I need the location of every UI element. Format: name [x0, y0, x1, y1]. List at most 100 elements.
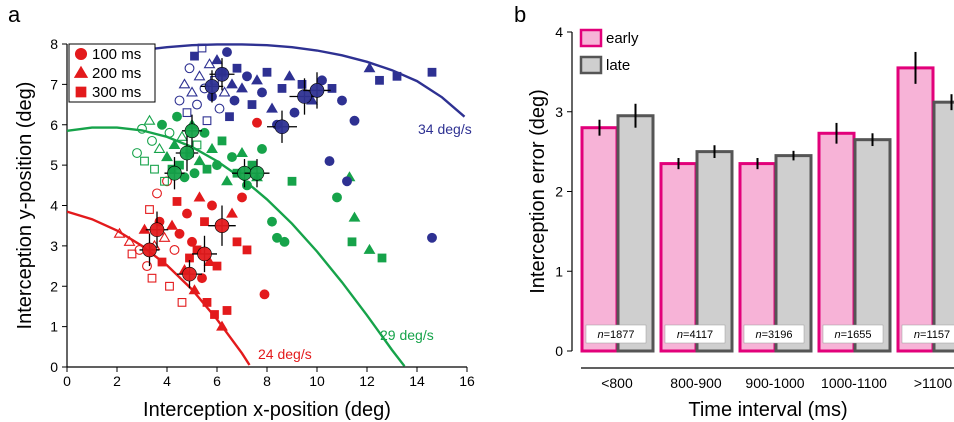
x-axis-title: Time interval (ms) — [688, 399, 847, 421]
scatter-point — [227, 152, 237, 163]
legend-label: 200 ms — [92, 65, 141, 82]
x-tick-label: >1100 — [914, 375, 952, 391]
panel-letter-a: a — [8, 2, 21, 27]
scatter-point — [197, 43, 207, 53]
scatter-point — [210, 310, 219, 319]
x-tick-label: 4 — [163, 373, 171, 389]
y-tick-label: 6 — [50, 117, 58, 133]
scatter-point — [161, 151, 173, 162]
scatter-point — [172, 197, 182, 206]
scatter-point — [287, 176, 297, 186]
bar-late — [932, 100, 954, 353]
scatter-point — [157, 119, 167, 130]
y-tick-label: 8 — [50, 36, 58, 52]
n-label: n=1877 — [585, 324, 647, 344]
scatter-point — [174, 95, 185, 106]
curve-label: 29 deg/s — [380, 327, 434, 343]
n-label-value: =3196 — [762, 329, 793, 341]
mean-point — [249, 165, 265, 181]
scatter-point — [190, 51, 199, 61]
bar-early — [659, 162, 698, 353]
scatter-point — [187, 236, 197, 247]
scatter-point — [200, 217, 209, 227]
mean-point — [214, 218, 230, 233]
legend-label: 300 ms — [92, 84, 141, 101]
bar-late — [853, 138, 892, 353]
scatter-legend: 100 ms 200 ms 300 ms — [68, 43, 156, 103]
scatter-point — [160, 176, 169, 186]
n-label: n=3196 — [743, 324, 805, 344]
mean-point — [297, 89, 312, 104]
y-tick-label: 1 — [555, 263, 563, 279]
bar-early — [896, 66, 935, 353]
legend-swatch — [579, 28, 603, 48]
scatter-point — [199, 127, 210, 138]
n-label-text: n=1877 — [597, 329, 634, 341]
scatter-point — [297, 79, 307, 89]
scatter-point — [184, 63, 195, 74]
scatter-point — [221, 175, 233, 186]
bar-early — [580, 126, 619, 353]
scatter-point — [145, 205, 154, 214]
scatter-point — [226, 78, 238, 89]
x-tick-label: 800-900 — [670, 375, 722, 391]
y-tick-label: 2 — [50, 278, 58, 294]
legend-label: early — [606, 30, 639, 47]
curve-label: 24 deg/s — [258, 346, 312, 362]
n-label: n=1157 — [901, 324, 954, 344]
scatter-point — [169, 244, 180, 255]
scatter-point — [176, 130, 188, 141]
n-label-value: =1157 — [920, 329, 950, 341]
scatter-point — [166, 219, 178, 230]
scatter-point — [363, 243, 376, 254]
y-tick-label: 3 — [555, 104, 563, 120]
bar-late — [774, 154, 813, 353]
n-label: n=4117 — [664, 324, 726, 344]
scatter-point — [138, 223, 151, 234]
x-tick-label: 900-1000 — [745, 375, 804, 391]
scatter-point — [337, 95, 347, 106]
scatter-point — [211, 54, 223, 65]
scatter-point — [225, 112, 234, 122]
n-label-box — [901, 324, 954, 344]
scatter-point — [257, 144, 267, 154]
bar-late — [695, 150, 734, 353]
y-tick-label: 1 — [50, 319, 58, 335]
y-axis-title: Interception y-position (deg) — [14, 82, 36, 330]
x-tick-label: 10 — [309, 373, 325, 389]
scatter-point — [217, 136, 227, 146]
x-tick-label: <800 — [601, 375, 633, 391]
scatter-point — [178, 78, 191, 89]
bar-legend: early late — [579, 28, 639, 75]
y-tick-label: 5 — [50, 157, 58, 173]
scatter-point — [193, 70, 206, 81]
y-tick-label: 3 — [50, 238, 58, 254]
n-label: n=1655 — [822, 324, 884, 344]
scatter-point — [347, 237, 357, 247]
n-label-value: =1877 — [604, 329, 635, 341]
scatter-point — [164, 127, 175, 138]
legend-label: 100 ms — [92, 46, 141, 63]
n-label-prefix: n — [755, 329, 761, 341]
x-axis-title: Interception x-position (deg) — [143, 399, 391, 421]
scatter-point — [277, 84, 287, 93]
scatter-point — [189, 168, 200, 179]
n-label-text: n=1655 — [834, 329, 871, 341]
scatter-point — [216, 320, 228, 331]
legend-marker — [73, 65, 89, 78]
curve-line — [67, 210, 251, 366]
scatter-point — [123, 235, 136, 246]
mean-point — [182, 266, 197, 282]
mean-point — [197, 246, 212, 262]
x-tick-label: 8 — [263, 373, 271, 389]
scatter-point — [188, 284, 201, 295]
n-label-box — [664, 324, 726, 344]
scatter-point — [193, 155, 206, 166]
n-label-text: n=4117 — [677, 329, 713, 341]
scatter-point — [342, 176, 352, 187]
x-tick-label: 12 — [359, 373, 375, 389]
n-label-text: n=3196 — [755, 329, 792, 341]
scatter-point — [218, 86, 231, 97]
scatter-point — [162, 176, 172, 187]
scatter-point — [232, 237, 242, 247]
